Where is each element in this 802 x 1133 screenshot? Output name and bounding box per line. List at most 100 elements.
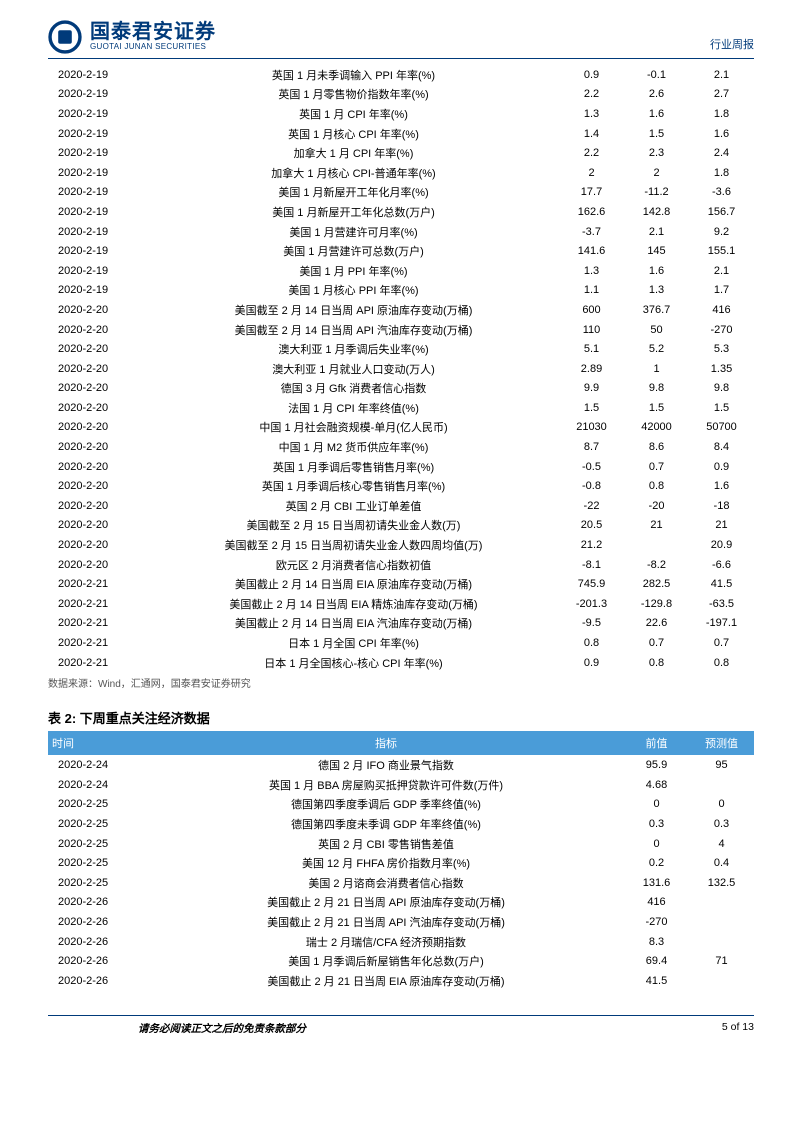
table-cell: 2 xyxy=(624,163,689,183)
table-row: 2020-2-20美国截至 2 月 14 日当周 API 原油库存变动(万桶)6… xyxy=(48,300,754,320)
table-cell: 9.8 xyxy=(624,379,689,399)
table-cell: 英国 2 月 CBI 工业订单差值 xyxy=(148,496,559,516)
table-cell: 71 xyxy=(689,951,754,971)
table-cell: 1.6 xyxy=(624,104,689,124)
table-cell: 英国 1 月核心 CPI 年率(%) xyxy=(148,124,559,144)
table-cell: 2.2 xyxy=(559,85,624,105)
table-row: 2020-2-24德国 2 月 IFO 商业景气指数95.995 xyxy=(48,755,754,775)
table-cell: 2020-2-19 xyxy=(48,281,148,301)
table-cell: 0.9 xyxy=(559,653,624,673)
table-cell: 日本 1 月全国核心-核心 CPI 年率(%) xyxy=(148,653,559,673)
table-cell: 澳大利亚 1 月季调后失业率(%) xyxy=(148,339,559,359)
table-cell: 英国 1 月季调后核心零售销售月率(%) xyxy=(148,476,559,496)
table-cell: 英国 2 月 CBI 零售销售差值 xyxy=(148,834,624,854)
table-cell: 2020-2-19 xyxy=(48,222,148,242)
table-cell: 2.89 xyxy=(559,359,624,379)
table-cell: 1.1 xyxy=(559,281,624,301)
table-cell: 0.8 xyxy=(559,633,624,653)
table-cell: 4.68 xyxy=(624,775,689,795)
table-cell: 282.5 xyxy=(624,574,689,594)
table-cell: 8.7 xyxy=(559,437,624,457)
table-cell: 2020-2-20 xyxy=(48,339,148,359)
table-cell: 416 xyxy=(624,893,689,913)
table-cell: 2020-2-19 xyxy=(48,85,148,105)
economic-data-table-1: 2020-2-19英国 1 月未季调输入 PPI 年率(%)0.9-0.12.1… xyxy=(48,65,754,672)
table-cell: -11.2 xyxy=(624,183,689,203)
table-row: 2020-2-20美国截至 2 月 14 日当周 API 汽油库存变动(万桶)1… xyxy=(48,320,754,340)
table-cell: 1.35 xyxy=(689,359,754,379)
table-cell: 美国截止 2 月 14 日当周 EIA 汽油库存变动(万桶) xyxy=(148,614,559,634)
table-cell: 21.2 xyxy=(559,535,624,555)
table-cell: 0.3 xyxy=(624,814,689,834)
table-cell: 2.7 xyxy=(689,85,754,105)
table-cell: 美国截止 2 月 21 日当周 EIA 原油库存变动(万桶) xyxy=(148,971,624,991)
table-row: 2020-2-20澳大利亚 1 月就业人口变动(万人)2.8911.35 xyxy=(48,359,754,379)
table-cell: 2020-2-20 xyxy=(48,398,148,418)
table-cell: 2020-2-26 xyxy=(48,912,148,932)
table-cell: 1.6 xyxy=(624,261,689,281)
table-cell: 95 xyxy=(689,755,754,775)
table-cell: -22 xyxy=(559,496,624,516)
table-cell: 2.6 xyxy=(624,85,689,105)
table-cell: -6.6 xyxy=(689,555,754,575)
table-cell: 瑞士 2 月瑞信/CFA 经济预期指数 xyxy=(148,932,624,952)
table-cell: 131.6 xyxy=(624,873,689,893)
table-cell: 0.3 xyxy=(689,814,754,834)
table-cell: 2020-2-25 xyxy=(48,814,148,834)
table-cell: 德国第四季度未季调 GDP 年率终值(%) xyxy=(148,814,624,834)
table-cell: 1.7 xyxy=(689,281,754,301)
table-cell: 4 xyxy=(689,834,754,854)
table-cell: -129.8 xyxy=(624,594,689,614)
table-row: 2020-2-26美国截止 2 月 21 日当周 EIA 原油库存变动(万桶)4… xyxy=(48,971,754,991)
table-cell: 澳大利亚 1 月就业人口变动(万人) xyxy=(148,359,559,379)
table-cell: 145 xyxy=(624,241,689,261)
table-cell: 美国 12 月 FHFA 房价指数月率(%) xyxy=(148,853,624,873)
table-cell: 美国截止 2 月 21 日当周 API 原油库存变动(万桶) xyxy=(148,893,624,913)
table-row: 2020-2-19美国 1 月营建许可月率(%)-3.72.19.2 xyxy=(48,222,754,242)
table-cell: 2.3 xyxy=(624,143,689,163)
disclaimer-text: 请务必阅读正文之后的免责条款部分 xyxy=(48,1021,306,1036)
table-cell: 2020-2-24 xyxy=(48,755,148,775)
table-cell: 美国截止 2 月 14 日当周 EIA 原油库存变动(万桶) xyxy=(148,574,559,594)
table-row: 2020-2-20英国 2 月 CBI 工业订单差值-22-20-18 xyxy=(48,496,754,516)
table-cell: 2020-2-25 xyxy=(48,834,148,854)
table-cell: 2020-2-21 xyxy=(48,574,148,594)
table-cell: 1.6 xyxy=(689,124,754,144)
table-cell: 42000 xyxy=(624,418,689,438)
table-cell: 英国 1 月季调后零售销售月率(%) xyxy=(148,457,559,477)
table-cell: 600 xyxy=(559,300,624,320)
table-cell: 日本 1 月全国 CPI 年率(%) xyxy=(148,633,559,653)
table-cell: 英国 1 月 BBA 房屋购买抵押贷款许可件数(万件) xyxy=(148,775,624,795)
table-cell: 1.3 xyxy=(624,281,689,301)
table-cell: 德国 3 月 Gfk 消费者信心指数 xyxy=(148,379,559,399)
table-cell: 2020-2-21 xyxy=(48,594,148,614)
table-row: 2020-2-24英国 1 月 BBA 房屋购买抵押贷款许可件数(万件)4.68 xyxy=(48,775,754,795)
table-cell: -270 xyxy=(689,320,754,340)
table-cell: 0.7 xyxy=(624,633,689,653)
table-cell: 95.9 xyxy=(624,755,689,775)
table-cell: 2020-2-19 xyxy=(48,104,148,124)
table-cell: 416 xyxy=(689,300,754,320)
table-row: 2020-2-20德国 3 月 Gfk 消费者信心指数9.99.89.8 xyxy=(48,379,754,399)
table-cell: 1.3 xyxy=(559,104,624,124)
table-cell: 加拿大 1 月 CPI 年率(%) xyxy=(148,143,559,163)
table-cell: 9.2 xyxy=(689,222,754,242)
table-header-cell: 预测值 xyxy=(689,731,754,755)
table-cell: 0 xyxy=(624,834,689,854)
table-cell: 0.2 xyxy=(624,853,689,873)
table-cell: 9.8 xyxy=(689,379,754,399)
table-row: 2020-2-21美国截止 2 月 14 日当周 EIA 原油库存变动(万桶)7… xyxy=(48,574,754,594)
table-cell xyxy=(689,893,754,913)
table-cell: 2020-2-21 xyxy=(48,614,148,634)
table-cell: 1.8 xyxy=(689,104,754,124)
table-cell: 376.7 xyxy=(624,300,689,320)
table-header-cell: 前值 xyxy=(624,731,689,755)
table-row: 2020-2-20澳大利亚 1 月季调后失业率(%)5.15.25.3 xyxy=(48,339,754,359)
table-cell: 0.8 xyxy=(624,653,689,673)
table-cell: 21 xyxy=(624,516,689,536)
table-cell: 美国 1 月新屋开工年化月率(%) xyxy=(148,183,559,203)
table-cell: 0.9 xyxy=(559,65,624,85)
table-cell: 0.7 xyxy=(689,633,754,653)
table-cell: 中国 1 月 M2 货币供应年率(%) xyxy=(148,437,559,457)
table-row: 2020-2-21日本 1 月全国核心-核心 CPI 年率(%)0.90.80.… xyxy=(48,653,754,673)
